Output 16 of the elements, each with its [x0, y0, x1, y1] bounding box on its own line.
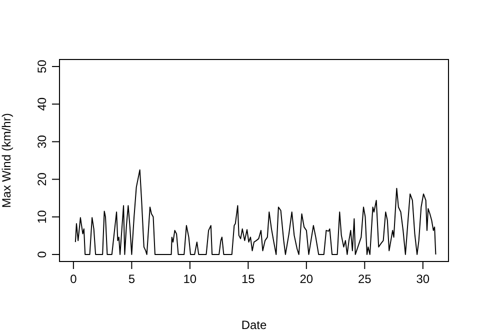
line-series [74, 169, 436, 255]
y-tick-label: 50 [35, 60, 49, 74]
x-tick-label: 30 [416, 272, 430, 286]
y-tick-label: 0 [35, 250, 49, 258]
x-tick-label: 15 [241, 272, 256, 286]
x-axis-title: Date [241, 318, 267, 332]
x-tick-label: 20 [300, 272, 314, 286]
y-tick-label: 10 [35, 210, 49, 224]
y-axis-title: Max Wind (km/hr) [0, 113, 14, 208]
x-tick-label: 0 [70, 272, 78, 286]
y-tick-label: 30 [35, 134, 49, 148]
x-tick-label: 10 [183, 272, 197, 286]
x-tick-label: 25 [358, 272, 372, 286]
x-tick-label: 5 [128, 272, 136, 286]
y-tick-label: 40 [35, 97, 49, 111]
y-tick-label: 20 [35, 172, 49, 186]
